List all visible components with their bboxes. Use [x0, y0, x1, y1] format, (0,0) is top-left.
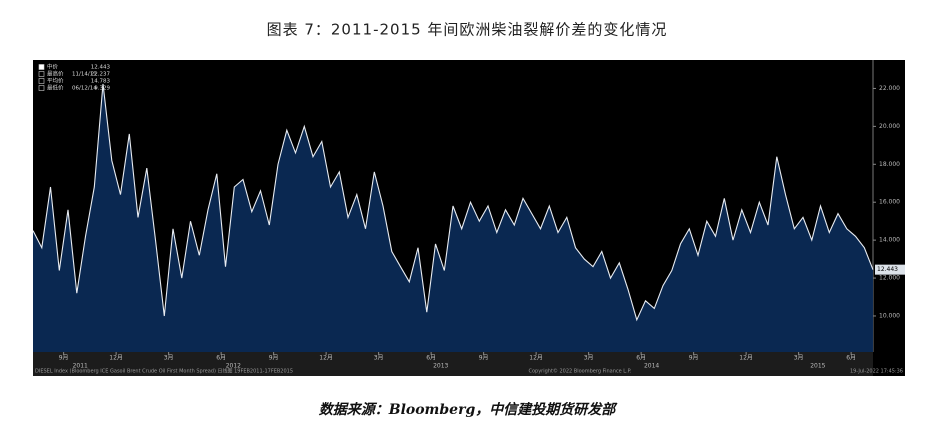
- y-tick-label: 20.000: [879, 123, 900, 130]
- x-tick-label: 12月: [529, 355, 543, 362]
- x-tick-label: 9月: [689, 355, 699, 362]
- x-tick-label: 6月: [636, 355, 646, 362]
- x-tick-label: 9月: [59, 355, 69, 362]
- year-label: 2014: [644, 363, 659, 370]
- last-value-label: 12.443: [877, 266, 898, 273]
- x-tick-label: 3月: [374, 355, 384, 362]
- x-axis-strip: [33, 352, 873, 376]
- y-tick-label: 16.000: [879, 199, 900, 206]
- legend-value: 12.443: [91, 65, 111, 71]
- line: [32, 83, 874, 322]
- y-tick-label: 10.000: [879, 312, 900, 319]
- x-tick-label: 12月: [109, 355, 123, 362]
- area: [33, 83, 873, 353]
- legend-label: 最低价: [47, 84, 64, 92]
- year-label: 2012: [226, 363, 241, 370]
- x-tick-label: 12月: [319, 355, 333, 362]
- footer-mid: Copyright© 2022 Bloomberg Finance L.P.: [528, 368, 631, 375]
- legend-label: 最高价: [47, 70, 64, 78]
- y-tick-label: 12.000: [879, 275, 900, 282]
- x-tick-label: 9月: [269, 355, 279, 362]
- x-tick-label: 3月: [584, 355, 594, 362]
- last-value-box: [875, 264, 905, 275]
- x-tick-label: 12月: [739, 355, 753, 362]
- legend-label: 平均价: [47, 77, 64, 85]
- x-tick-label: 6月: [846, 355, 856, 362]
- legend-swatch: [38, 78, 45, 84]
- x-tick-label: 6月: [216, 355, 226, 362]
- year-label: 2015: [810, 363, 825, 370]
- y-tick-label: 14.000: [879, 237, 900, 244]
- y-tick-label: 18.000: [879, 161, 900, 168]
- y-tick-label: 22.000: [879, 85, 900, 92]
- legend-swatch: [38, 71, 45, 77]
- x-tick-label: 6月: [426, 355, 436, 362]
- footer-left: DIESEL Index (Bloomberg ICE Gasoil Brent…: [35, 368, 293, 375]
- x-tick-label: 3月: [164, 355, 174, 362]
- legend-date: 06/12/14: [72, 86, 97, 92]
- x-tick-label: 3月: [794, 355, 804, 362]
- legend-date: 11/14/11: [72, 72, 97, 78]
- legend-value: 14.783: [91, 79, 111, 85]
- year-label: 2013: [433, 363, 448, 370]
- legend-value: 9.329: [94, 86, 110, 92]
- chart-title: 图表 7：2011-2015 年间欧洲柴油裂解价差的变化情况: [267, 21, 668, 39]
- legend-value: 22.237: [91, 72, 111, 78]
- source: 数据来源：Bloomberg，中信建投期货研发部: [319, 401, 619, 418]
- legend-label: 中价: [47, 63, 59, 71]
- legend-swatch: [38, 64, 45, 70]
- footer-right: 19-Jul-2022 17:45:36: [850, 369, 903, 375]
- x-tick-label: 9月: [479, 355, 489, 362]
- year-label: 2011: [73, 363, 88, 370]
- legend-swatch: [38, 85, 45, 91]
